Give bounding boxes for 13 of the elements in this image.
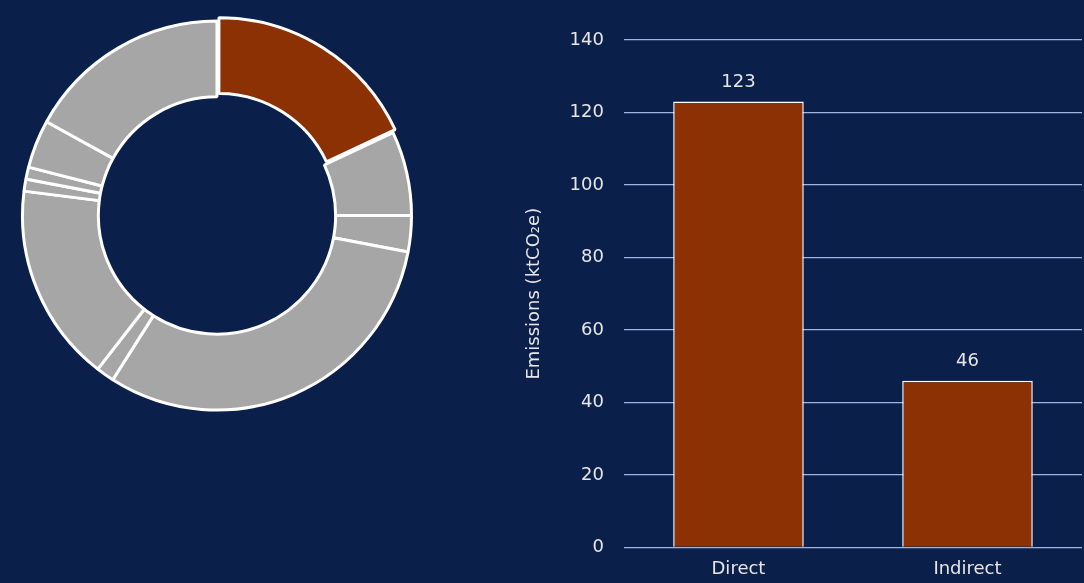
y-tick-label: 120 [569, 100, 604, 122]
y-tick-label: 60 [581, 317, 604, 339]
y-tick-label: 40 [581, 390, 604, 412]
x-tick-label: Indirect [933, 556, 1002, 578]
y-tick-label: 80 [581, 245, 604, 267]
x-tick-label: Direct [711, 556, 766, 578]
y-tick-label: 100 [569, 172, 604, 194]
y-axis-title: Emissions (ktCO₂e) [522, 207, 544, 380]
y-tick-label: 140 [569, 27, 604, 49]
y-tick-label: 0 [592, 535, 604, 557]
data-label: 123 [721, 70, 756, 92]
y-tick-label: 20 [581, 462, 604, 484]
data-label: 46 [956, 349, 979, 371]
